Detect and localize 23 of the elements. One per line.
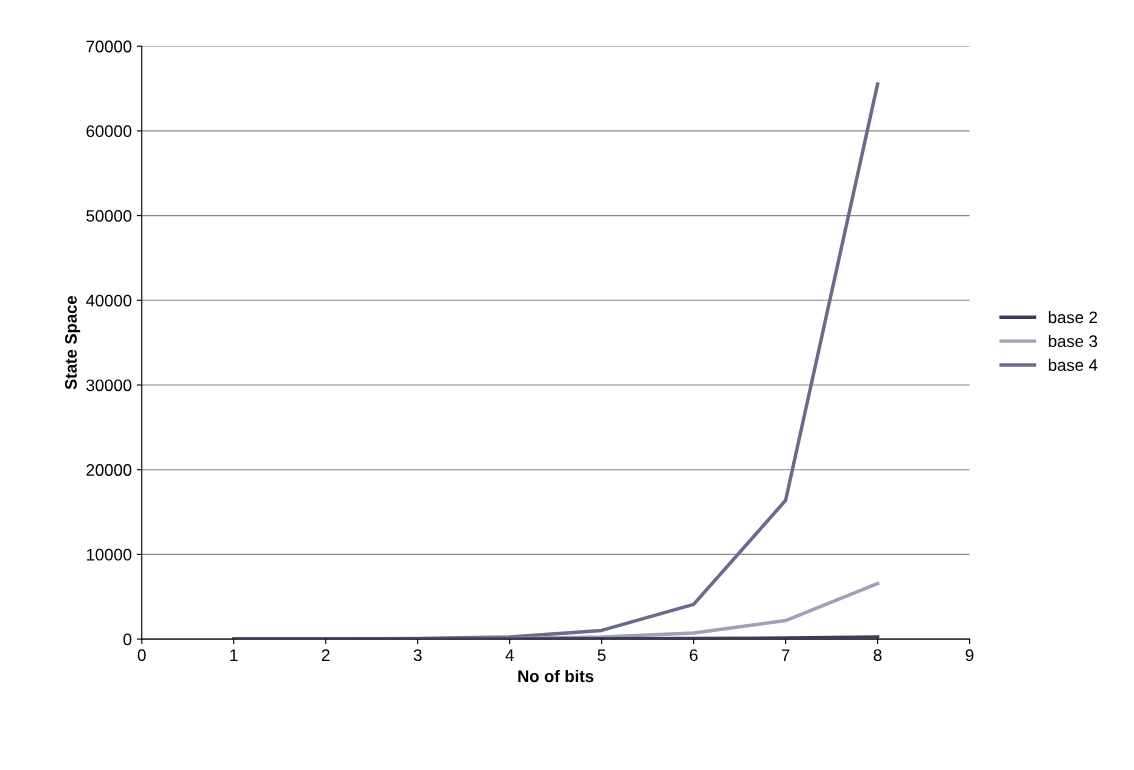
x-tick-label: 7 [781, 649, 790, 661]
legend-label: base 2 [1048, 311, 1097, 324]
y-tick-label: 50000 [86, 210, 132, 222]
y-tick-label: 0 [123, 633, 132, 646]
y-tick-label: 30000 [86, 379, 132, 392]
x-tick-label: 0 [137, 649, 146, 662]
x-tick-label: 3 [413, 649, 422, 662]
y-tick-label: 70000 [86, 40, 132, 53]
x-tick-label: 2 [321, 649, 330, 661]
y-tick-label: 20000 [86, 464, 132, 476]
y-tick-label: 60000 [86, 125, 132, 138]
x-tick-label: 4 [505, 649, 514, 661]
x-tick-label: 5 [597, 649, 606, 662]
x-axis-title: No of bits [518, 669, 594, 683]
x-tick-label: 1 [230, 649, 238, 661]
x-tick-label: 8 [873, 649, 882, 662]
y-tick-label: 10000 [86, 548, 132, 561]
x-tick-label: 6 [689, 649, 698, 662]
legend-label: base 4 [1048, 358, 1098, 371]
legend-label: base 3 [1048, 334, 1098, 348]
x-tick-label: 9 [965, 649, 974, 662]
y-axis-title: State Space [65, 295, 81, 390]
y-tick-label: 40000 [86, 294, 132, 307]
